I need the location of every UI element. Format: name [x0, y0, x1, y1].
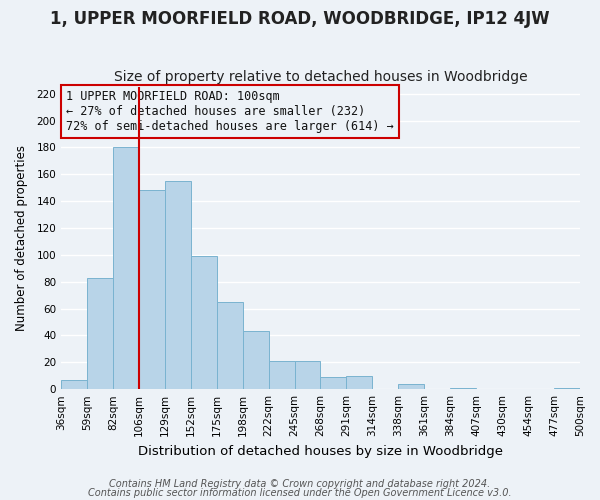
- Bar: [450, 388, 476, 389]
- Title: Size of property relative to detached houses in Woodbridge: Size of property relative to detached ho…: [113, 70, 527, 85]
- Bar: [217, 302, 242, 389]
- Bar: [320, 377, 346, 389]
- Bar: [139, 190, 165, 389]
- Y-axis label: Number of detached properties: Number of detached properties: [15, 145, 28, 331]
- Bar: [346, 376, 373, 389]
- Bar: [554, 388, 580, 389]
- Bar: [269, 361, 295, 389]
- Bar: [242, 332, 269, 389]
- X-axis label: Distribution of detached houses by size in Woodbridge: Distribution of detached houses by size …: [138, 444, 503, 458]
- Bar: [398, 384, 424, 389]
- Text: 1 UPPER MOORFIELD ROAD: 100sqm
← 27% of detached houses are smaller (232)
72% of: 1 UPPER MOORFIELD ROAD: 100sqm ← 27% of …: [66, 90, 394, 133]
- Text: Contains HM Land Registry data © Crown copyright and database right 2024.: Contains HM Land Registry data © Crown c…: [109, 479, 491, 489]
- Bar: [61, 380, 87, 389]
- Bar: [165, 181, 191, 389]
- Bar: [87, 278, 113, 389]
- Bar: [113, 148, 139, 389]
- Bar: [295, 361, 320, 389]
- Text: 1, UPPER MOORFIELD ROAD, WOODBRIDGE, IP12 4JW: 1, UPPER MOORFIELD ROAD, WOODBRIDGE, IP1…: [50, 10, 550, 28]
- Bar: [191, 256, 217, 389]
- Text: Contains public sector information licensed under the Open Government Licence v3: Contains public sector information licen…: [88, 488, 512, 498]
